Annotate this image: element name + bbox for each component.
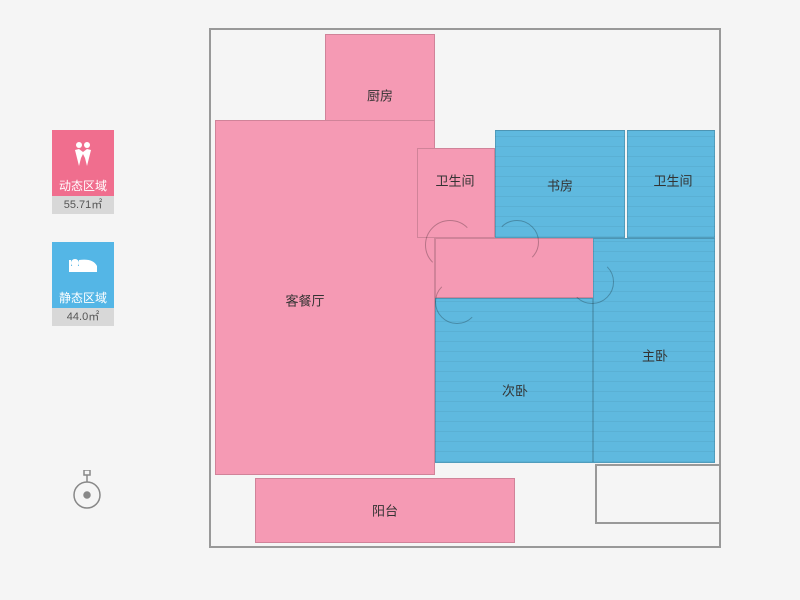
label-bath1: 卫生间 (435, 171, 474, 190)
legend-static: 静态区域 44.0㎡ (52, 242, 114, 326)
people-icon (52, 130, 114, 176)
label-balcony: 阳台 (372, 501, 398, 520)
floorplan: 厨房 客餐厅 卫生间 阳台 书房 卫生间 主卧 次卧 (195, 20, 735, 580)
label-kitchen: 厨房 (367, 86, 393, 105)
wall-outline-corner (595, 464, 721, 524)
legend-static-value: 44.0㎡ (52, 308, 114, 326)
legend-dynamic-label: 动态区域 (52, 176, 114, 196)
legend-static-label: 静态区域 (52, 288, 114, 308)
label-living: 客餐厅 (285, 291, 324, 310)
compass-icon (70, 470, 104, 517)
legend-dynamic: 动态区域 55.71㎡ (52, 130, 114, 214)
label-bath2: 卫生间 (653, 171, 692, 190)
legend-dynamic-value: 55.71㎡ (52, 196, 114, 214)
label-second: 次卧 (502, 381, 528, 400)
legend: 动态区域 55.71㎡ 静态区域 44.0㎡ (52, 130, 114, 354)
bed-icon (52, 242, 114, 288)
label-study: 书房 (547, 176, 573, 195)
label-master: 主卧 (642, 346, 668, 365)
